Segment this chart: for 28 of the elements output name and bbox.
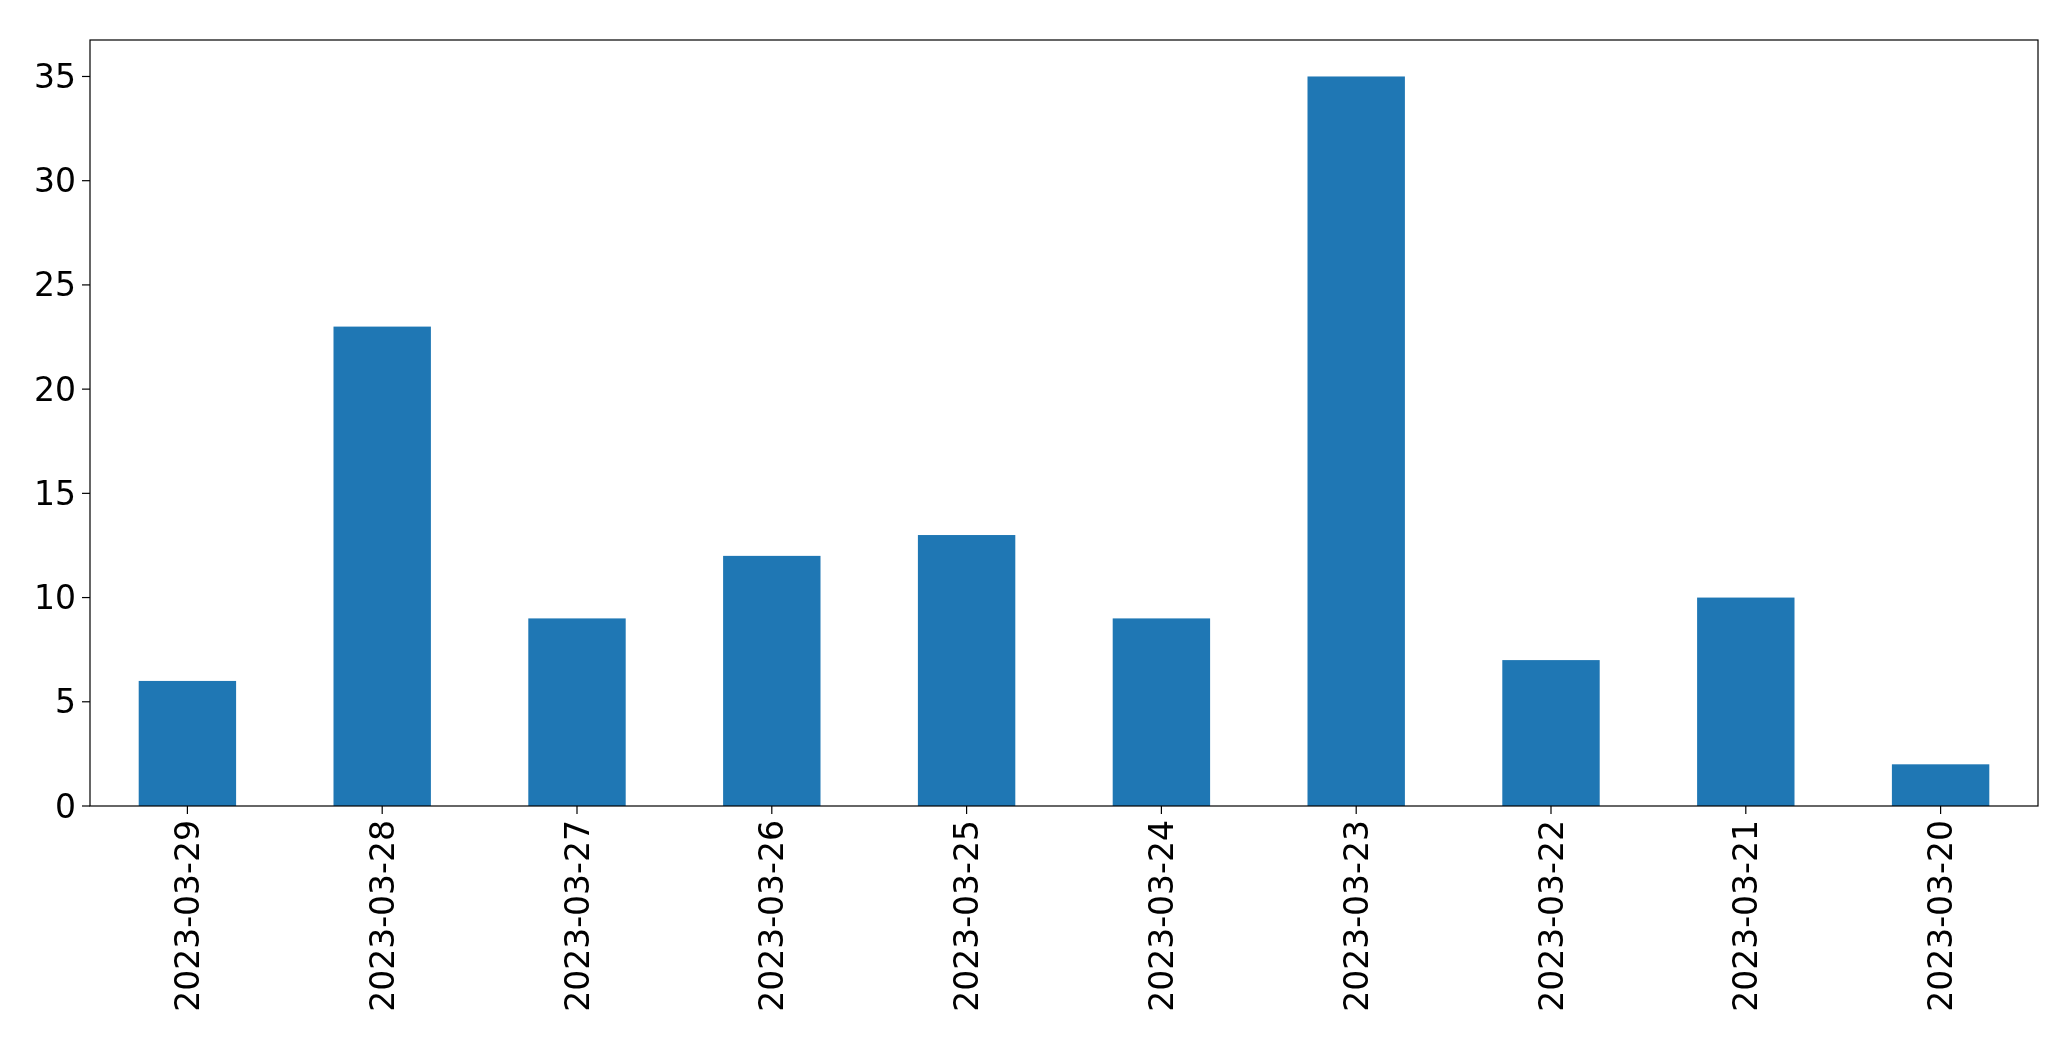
bar bbox=[1112, 618, 1211, 806]
x-tick-label: 2023-03-20 bbox=[1921, 820, 1961, 1012]
y-tick-label: 0 bbox=[55, 786, 76, 826]
y-tick-label: 10 bbox=[34, 578, 76, 618]
y-tick-label: 15 bbox=[34, 473, 76, 513]
y-tick-label: 25 bbox=[34, 265, 76, 305]
x-tick-label: 2023-03-21 bbox=[1726, 820, 1766, 1012]
x-tick-label: 2023-03-22 bbox=[1531, 820, 1571, 1012]
bar bbox=[528, 618, 626, 806]
x-tick-label: 2023-03-25 bbox=[947, 820, 987, 1012]
y-tick-label: 20 bbox=[34, 369, 76, 409]
bar bbox=[1891, 764, 1990, 806]
x-tick-label: 2023-03-28 bbox=[362, 820, 402, 1012]
y-tick-label: 35 bbox=[34, 57, 76, 97]
y-tick-label: 5 bbox=[55, 682, 76, 722]
x-tick-label: 2023-03-23 bbox=[1336, 820, 1376, 1012]
bar bbox=[723, 555, 821, 806]
x-tick-label: 2023-03-24 bbox=[1141, 820, 1181, 1012]
x-tick-label: 2023-03-29 bbox=[167, 820, 207, 1012]
bar bbox=[1307, 76, 1405, 806]
x-tick-label: 2023-03-26 bbox=[752, 820, 792, 1012]
bar bbox=[138, 680, 237, 806]
y-tick-label: 30 bbox=[34, 161, 76, 201]
x-tick-label: 2023-03-27 bbox=[557, 820, 597, 1012]
bar bbox=[917, 535, 1016, 806]
bar bbox=[1697, 597, 1795, 806]
bar bbox=[1502, 660, 1600, 806]
bar bbox=[333, 326, 431, 806]
